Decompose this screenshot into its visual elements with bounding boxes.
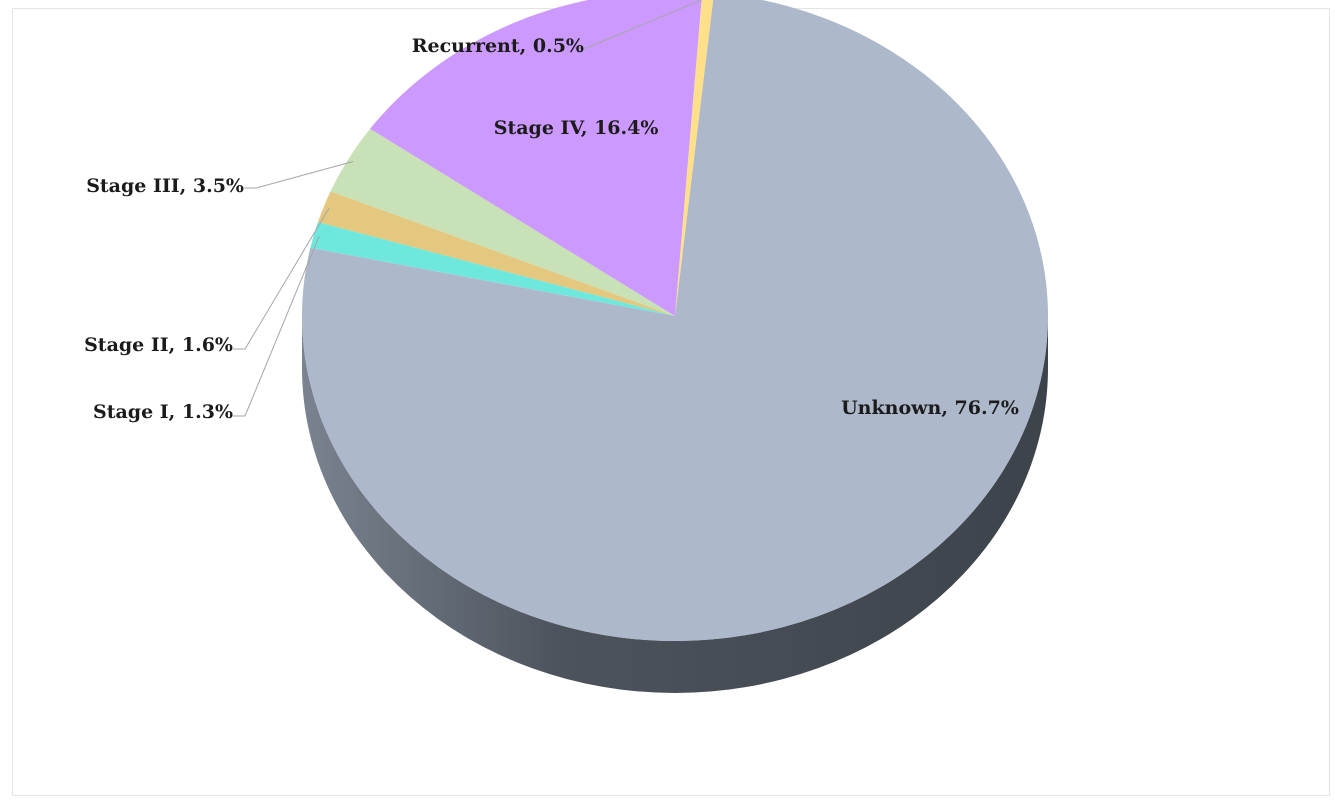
- pie-side-wall: [302, 316, 1048, 693]
- pie-slice-stage-ii: [317, 191, 675, 316]
- pie-slice-stage-i: [310, 222, 675, 316]
- data-label-stage-ii: Stage II, 1.6%: [84, 334, 233, 356]
- data-label-stage-iii: Stage III, 3.5%: [86, 175, 244, 197]
- pie-3d-side: [302, 316, 1048, 693]
- leader-line-stage-iii: [244, 161, 354, 189]
- leader-line-stage-i: [233, 235, 320, 417]
- pie-slice-stage-iii: [330, 128, 675, 316]
- data-labels: Unknown, 76.7% Stage I, 1.3% Stage II, 1.6…: [84, 35, 1019, 423]
- pie-slice-recurrent: [675, 0, 714, 316]
- data-label-recurrent: Recurrent, 0.5%: [412, 35, 584, 57]
- leader-line-recurrent: [575, 0, 703, 49]
- leader-lines: [233, 0, 703, 417]
- data-label-unknown: Unknown, 76.7%: [841, 397, 1019, 419]
- pie-slice-stage-iv: [370, 0, 702, 316]
- data-label-stage-iv: Stage IV, 16.4%: [494, 117, 659, 139]
- leader-line-stage-ii: [233, 207, 330, 350]
- pie-slices: [302, 0, 1048, 641]
- data-label-stage-i: Stage I, 1.3%: [93, 401, 233, 423]
- pie-slice-unknown: [302, 0, 1048, 641]
